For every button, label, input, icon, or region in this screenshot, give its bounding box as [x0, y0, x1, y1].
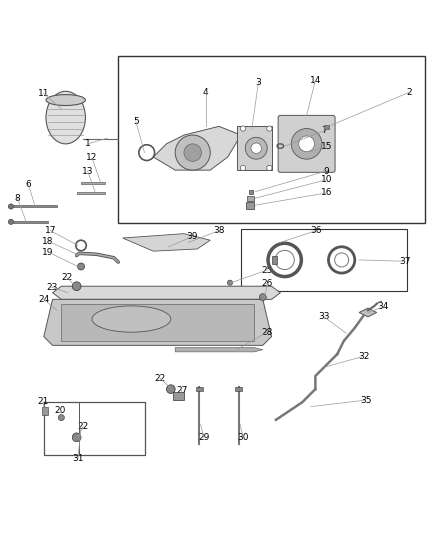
Ellipse shape	[92, 306, 171, 332]
Text: 22: 22	[78, 422, 89, 431]
Text: 33: 33	[318, 312, 330, 321]
Text: 15: 15	[321, 142, 332, 150]
Circle shape	[58, 415, 64, 421]
Text: 19: 19	[42, 247, 54, 256]
Circle shape	[251, 143, 261, 154]
Text: 26: 26	[261, 279, 273, 288]
Polygon shape	[359, 308, 377, 317]
Text: 1: 1	[85, 139, 91, 148]
Text: 12: 12	[86, 154, 98, 163]
Text: 5: 5	[133, 117, 139, 126]
Polygon shape	[175, 348, 263, 352]
Text: 39: 39	[186, 232, 198, 241]
Text: 17: 17	[45, 226, 56, 235]
Text: 22: 22	[61, 273, 73, 282]
Polygon shape	[123, 233, 210, 251]
Circle shape	[227, 280, 233, 285]
Circle shape	[245, 138, 267, 159]
Polygon shape	[53, 286, 280, 300]
Circle shape	[267, 165, 272, 171]
Text: 10: 10	[321, 175, 332, 184]
Bar	[272, 255, 277, 264]
Bar	[61, 304, 254, 341]
Text: 23: 23	[46, 282, 57, 292]
Circle shape	[175, 135, 210, 170]
Polygon shape	[44, 300, 272, 345]
Bar	[324, 125, 329, 128]
Circle shape	[72, 433, 81, 442]
Text: 24: 24	[38, 295, 49, 304]
Text: 21: 21	[37, 397, 49, 406]
Text: 22: 22	[154, 374, 166, 383]
Circle shape	[240, 165, 246, 171]
Circle shape	[299, 136, 314, 152]
Circle shape	[259, 294, 266, 301]
Text: 3: 3	[255, 78, 261, 87]
Text: 32: 32	[358, 352, 369, 361]
Text: 20: 20	[55, 406, 66, 415]
Bar	[118, 56, 425, 223]
FancyBboxPatch shape	[278, 115, 335, 172]
Bar	[246, 201, 254, 209]
Text: 35: 35	[360, 395, 371, 405]
Bar	[77, 191, 105, 194]
Text: 16: 16	[321, 189, 332, 197]
Bar	[81, 182, 105, 184]
Circle shape	[184, 144, 201, 161]
Text: 2: 2	[407, 87, 412, 96]
Text: 9: 9	[323, 166, 329, 175]
Text: 14: 14	[310, 76, 321, 85]
Circle shape	[72, 282, 81, 290]
Text: 34: 34	[378, 302, 389, 311]
Ellipse shape	[46, 94, 85, 106]
Circle shape	[240, 126, 246, 131]
Circle shape	[8, 204, 14, 209]
Bar	[13, 205, 57, 207]
Text: 4: 4	[203, 87, 208, 96]
Bar	[196, 387, 203, 391]
Text: 13: 13	[82, 166, 93, 175]
Text: 11: 11	[38, 89, 49, 98]
Text: 28: 28	[261, 328, 273, 337]
Text: 31: 31	[72, 454, 84, 463]
Text: 6: 6	[25, 180, 32, 189]
Text: 27: 27	[176, 385, 187, 394]
Bar	[235, 387, 242, 391]
Text: 25: 25	[261, 265, 273, 274]
Bar	[13, 221, 48, 223]
Text: 36: 36	[311, 226, 322, 235]
Polygon shape	[153, 126, 241, 170]
Bar	[249, 190, 253, 194]
Circle shape	[166, 385, 175, 393]
Text: 30: 30	[237, 433, 249, 442]
Circle shape	[8, 219, 14, 224]
Text: 7: 7	[321, 126, 327, 135]
Text: 29: 29	[198, 433, 209, 442]
Circle shape	[291, 128, 322, 159]
Circle shape	[267, 126, 272, 131]
Bar	[241, 229, 407, 290]
Text: 8: 8	[14, 194, 21, 203]
Bar	[42, 407, 48, 415]
Text: 38: 38	[213, 226, 225, 235]
Text: 18: 18	[42, 237, 54, 246]
Circle shape	[78, 263, 85, 270]
Text: 37: 37	[399, 257, 411, 266]
Bar	[173, 392, 184, 400]
Bar	[237, 126, 272, 170]
Bar	[247, 196, 254, 201]
Ellipse shape	[46, 91, 85, 144]
